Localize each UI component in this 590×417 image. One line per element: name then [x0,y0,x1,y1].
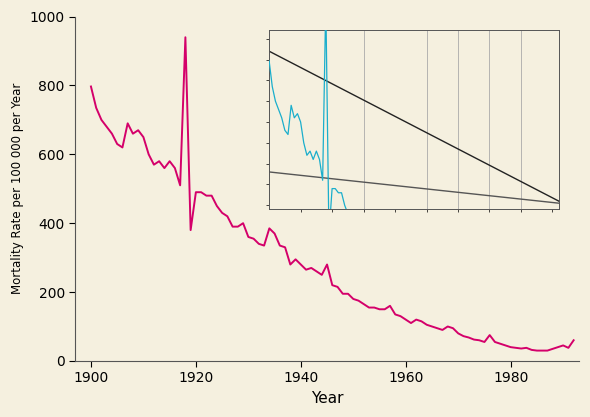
X-axis label: Year: Year [311,391,343,406]
Y-axis label: Mortality Rate per 100 000 per Year: Mortality Rate per 100 000 per Year [11,83,24,294]
